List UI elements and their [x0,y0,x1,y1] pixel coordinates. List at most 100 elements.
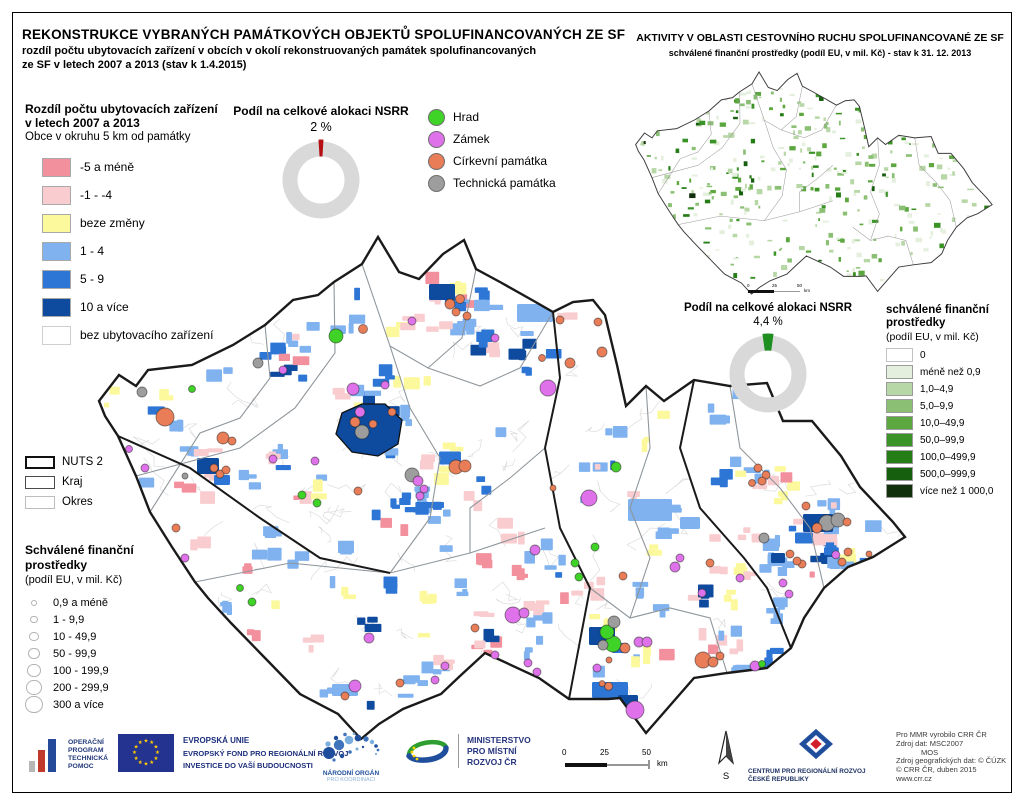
kraj-label: Kraj [62,476,83,488]
monument-circle [596,346,608,358]
eu-star-icon: ★ [155,749,160,756]
okres-label: Okres [62,496,93,508]
change-legend-swatch [42,241,71,261]
inset-legend-swatch [886,365,913,379]
nok-line2: PRO KOORDINACI [326,777,376,783]
crr-logo-icon [799,728,833,760]
eu-text-line: EVROPSKÝ FOND PRO REGIONÁLNÍ ROZVOJ [183,748,349,758]
admin-legend-row-kraj: Kraj [25,472,103,492]
page-subtitle-line2: ze SF v letech 2007 a 2013 (stav k 1.4.2… [22,58,247,71]
scalebar-unit: km [657,759,668,768]
monument-circle [353,486,363,496]
monument-circle [419,484,429,494]
monument-circle [180,553,190,563]
credit-line: Zdroj geografických dat: © ČÚZK [896,756,1007,766]
nok-dot [355,747,359,751]
monument-legend-dot [428,174,445,192]
inset-scalebar-0: 0 [747,283,750,288]
inset-scalebar-25: 25 [772,283,778,288]
inset-fill-layer [640,83,990,282]
size-legend-item: 100 - 199,9 [25,662,134,679]
nok-dot [363,736,369,742]
monument-circle [599,624,615,640]
inset-legend-swatch [886,433,913,447]
nok-dot [361,745,365,749]
page-subtitle-line1: rozdíl počtu ubytovacích zařízení v obcí… [22,45,537,57]
inset-legend-item: 50,0–99,9 [886,432,1014,448]
monument-circle [188,385,196,393]
size-legend-label: 300 a více [53,698,104,711]
nok-logo-block: NÁRODNÍ ORGÁN PRO KOORDINACI [312,732,390,783]
eu-star-icon: ★ [134,743,139,750]
change-legend-label: 10 a více [80,300,129,314]
monument-circle [125,445,133,453]
size-legend-circle [30,615,38,624]
monument-circle [518,607,530,619]
monument-circle [354,424,370,440]
inset-legend-item: 1,0–4,9 [886,381,1014,397]
size-legend-label: 0,9 a méně [53,596,109,609]
inset-legend-subtitle: (podíl EU, v mil. Kč) [886,331,979,343]
nok-dot [343,732,347,737]
monument-legend-item: Technická památka [428,172,556,194]
eu-star-icon: ★ [144,738,149,745]
monument-circle [349,416,361,428]
inset-map [635,71,993,295]
monument-circle [181,472,189,480]
optp-text-line: POMOC [68,763,94,771]
change-legend-subtitle: Obce v okruhu 5 km od památky [25,131,191,143]
eu-star-icon: ★ [134,755,139,762]
optp-logo-icon [29,739,56,772]
change-legend-item: 5 - 9 [25,265,240,293]
change-legend-item: 10 a více [25,293,240,321]
inset-scalebar-seg2 [774,290,800,292]
nok-dot [325,741,331,747]
inset-legend-swatch [886,382,913,396]
monument-circle [236,584,244,592]
monument-circle [748,479,756,487]
okres-box-swatch [25,495,55,509]
monument-circle [618,571,628,581]
monument-circle [252,357,264,369]
scalebar-label-0: 0 [562,748,567,757]
inset-legend-items: 0 méně než 0,9 1,0–4,9 5,0–9,9 10,0–49,9 50,0… [886,347,1014,499]
change-legend-swatch [42,185,71,205]
nok-dot [374,752,378,756]
monument-circle [221,465,231,475]
mmr-text-line: MINISTERSTVO [467,734,531,745]
nsrr-donut-title: Podíl na celkové alokaci NSRR [233,104,409,118]
size-legend-label: 200 - 299,9 [53,681,109,694]
eu-text-line: EVROPSKÁ UNIE [183,736,250,745]
monument-circle [715,651,725,661]
change-legend-item: -5 a méně [25,153,240,181]
monument-circle [580,489,598,507]
inset-legend-label: 0 [920,349,926,361]
change-legend-label: -1 - -4 [80,188,113,202]
monument-circle [490,650,500,660]
size-legend-circle-cell [25,695,43,714]
monument-circle [268,454,278,464]
monument-circle [523,658,533,668]
change-legend-items: -5 a méně -1 - -4 beze změny 1 - 4 5 - 9 10 a… [25,153,240,349]
eu-star-icon: ★ [138,759,143,766]
eu-logo-block: ★ ★ ★ ★ ★ ★ ★ ★ ★ ★ ★ ★ EVROPSKÁ UNIE EVROPSKÝ FOND … [118,734,348,772]
monument-circle [490,333,500,343]
inset-legend-label: více než 1 000,0 [920,485,994,497]
nok-dot [339,753,345,759]
size-legend-label: 100 - 199,9 [53,664,109,677]
inset-legend-swatch [886,450,913,464]
change-legend-item: beze změny [25,209,240,237]
size-legend-title-line2: prostředky [25,558,88,572]
monument-circle [407,316,417,326]
monument-circle [707,656,719,668]
inset-legend-title-line1: schválené finanční [886,304,989,316]
monument-circle [735,573,745,583]
inset-legend-swatch [886,416,913,430]
monument-circle [590,542,600,552]
main-map [97,234,907,741]
monument-legend-label: Hrad [453,110,480,124]
size-legend-circle [25,695,43,714]
monument-circle [539,379,557,397]
inset-header-block: AKTIVITY V OBLASTI CESTOVNÍHO RUCHU SPOL… [628,32,1012,58]
change-legend-label: beze změny [80,216,145,230]
